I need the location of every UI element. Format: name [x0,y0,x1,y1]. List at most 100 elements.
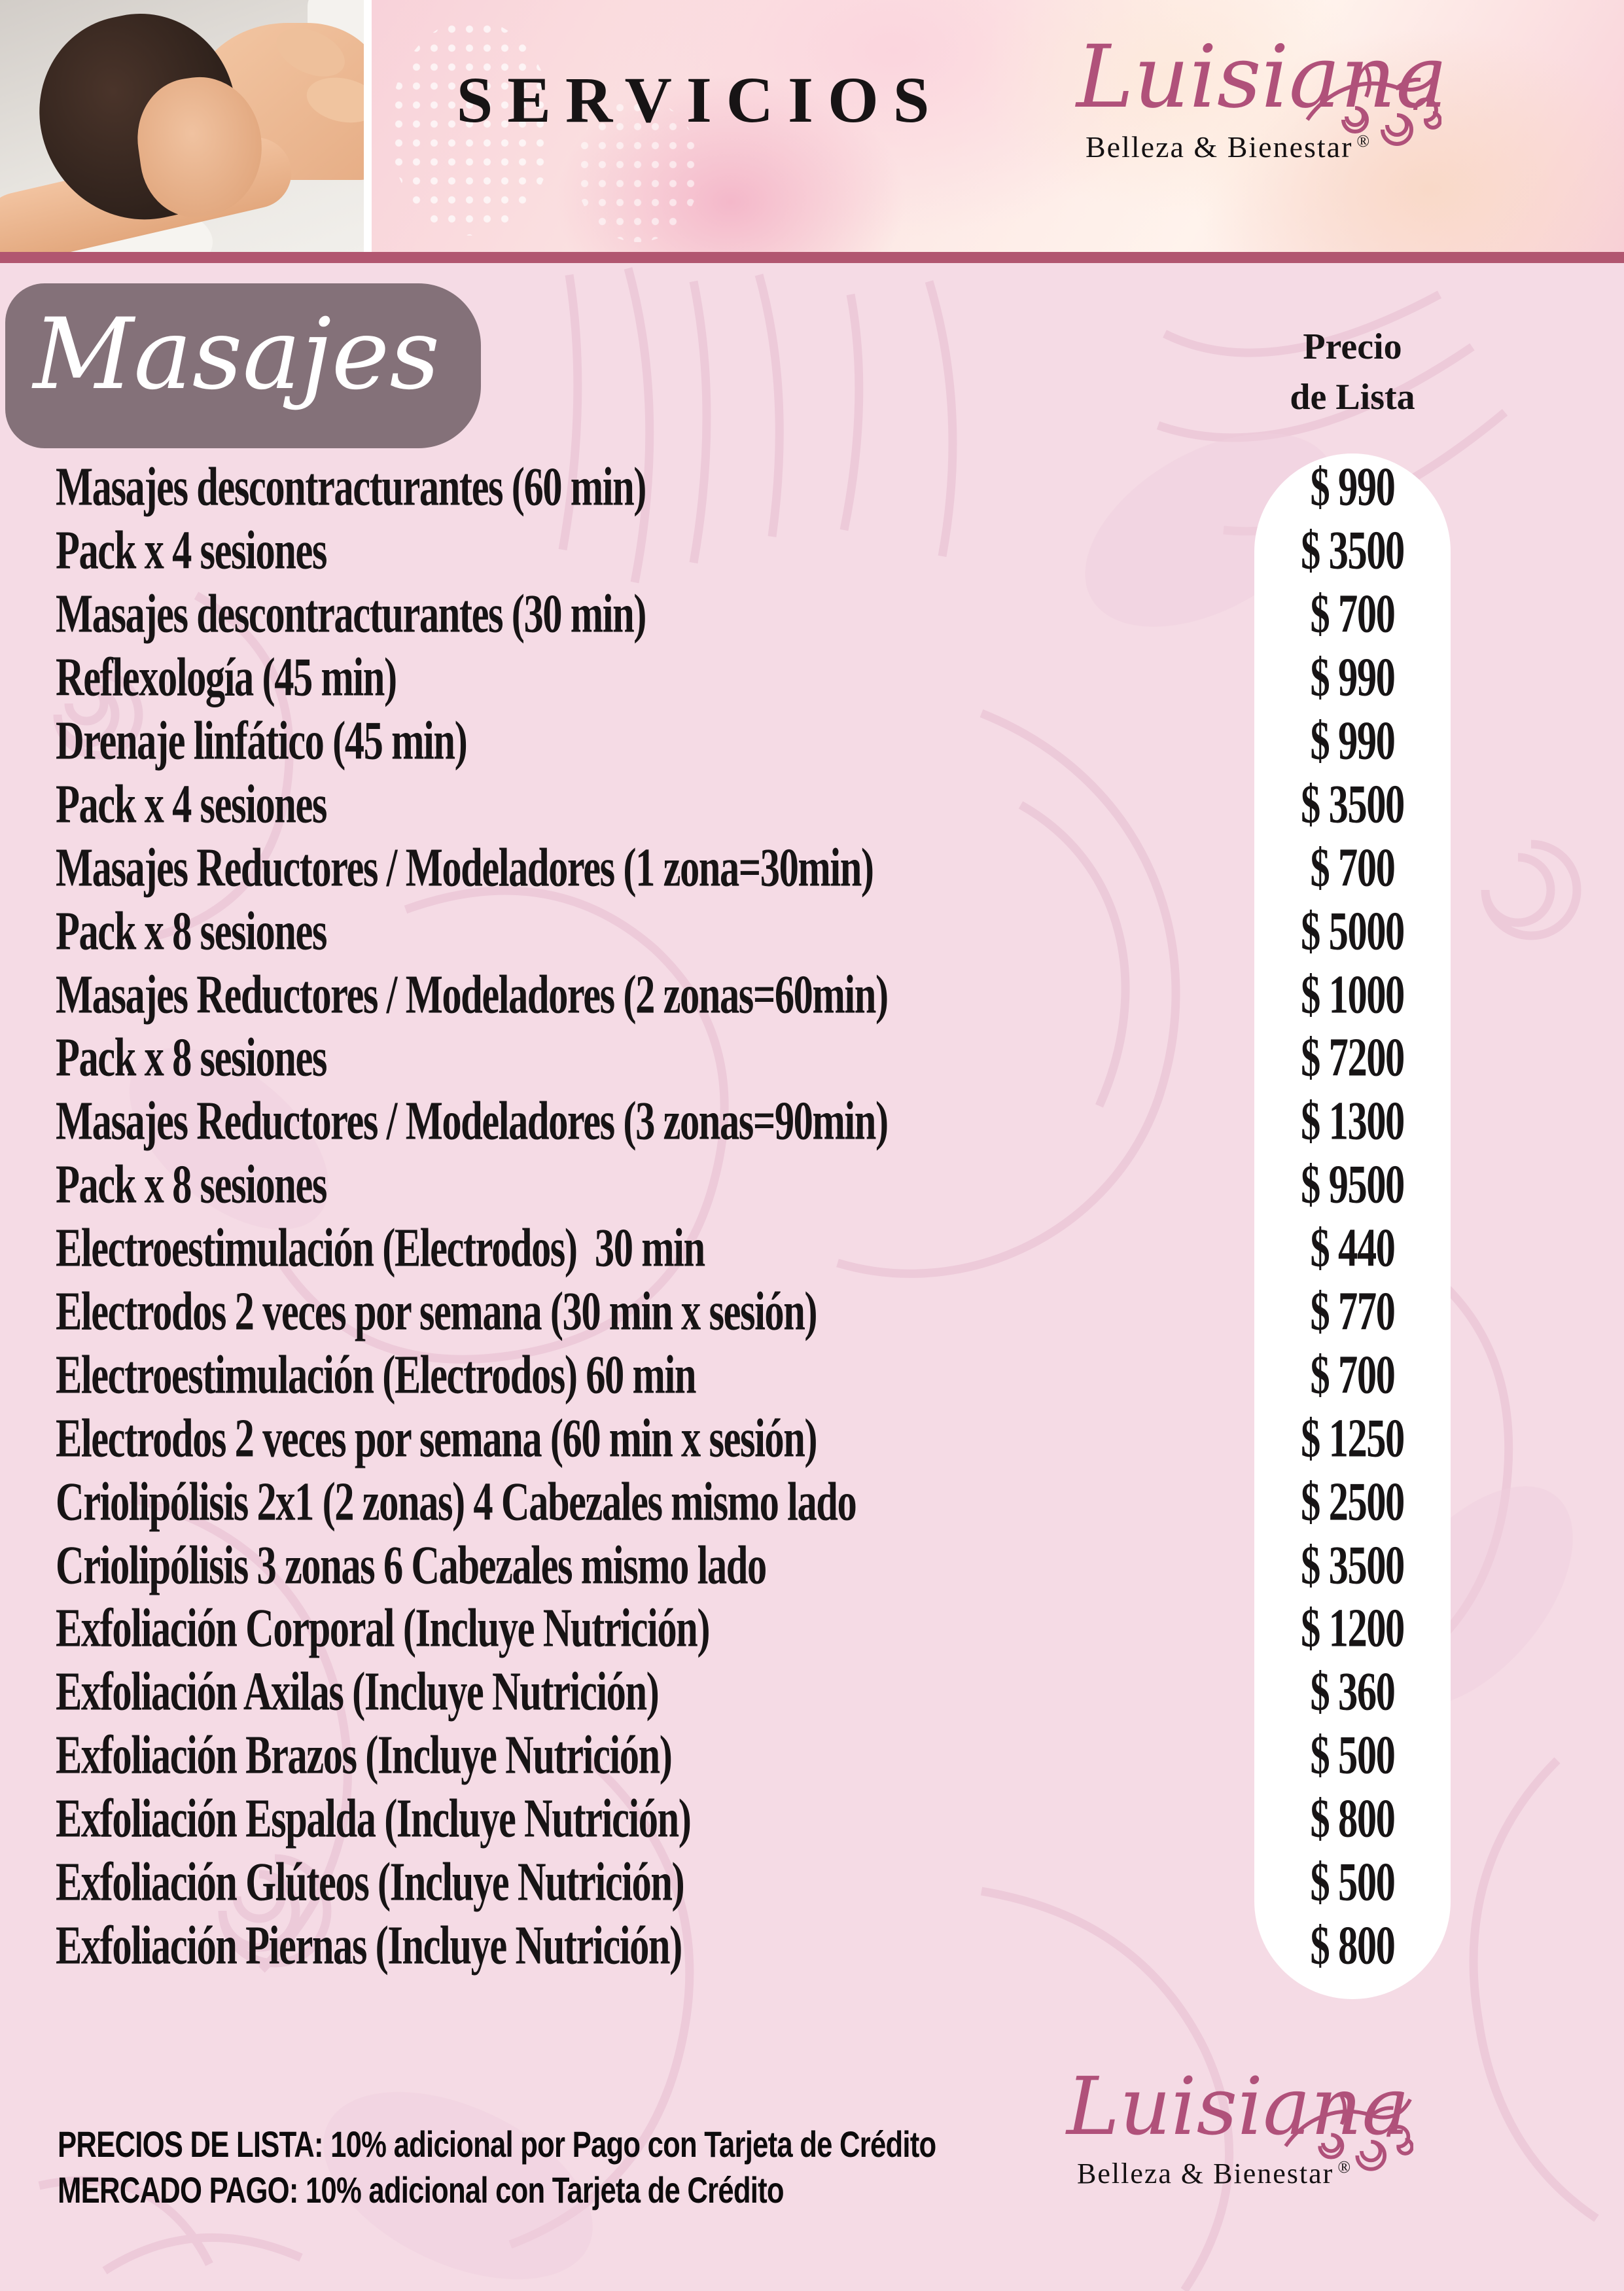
brand-name: Luisiana [1067,2060,1410,2153]
service-row: Exfoliación Piernas (Incluye Nutrición) $… [0,1916,1624,1980]
service-name: Pack x 8 sesiones [56,1154,327,1215]
service-row: Masajes Reductores / Modeladores (3 zona… [0,1092,1624,1156]
service-price: $ 700 [1310,1344,1396,1406]
service-row: Pack x 4 sesiones $ 3500 [0,775,1624,838]
service-name: Electroestimulación (Electrodos) 60 min [56,1344,696,1406]
service-name: Electrodos 2 veces por semana (60 min x … [56,1408,818,1469]
payment-note-2: MERCADO PAGO: 10% adicional con Tarjeta … [58,2169,785,2211]
service-name: Exfoliación Glúteos (Incluye Nutrición) [56,1851,685,1913]
service-row: Electrodos 2 veces por semana (60 min x … [0,1409,1624,1472]
service-name: Masajes descontracturantes (60 min) [56,457,646,518]
service-price: $ 770 [1310,1281,1396,1342]
service-price: $ 1250 [1301,1408,1405,1469]
service-row: Exfoliación Glúteos (Incluye Nutrición) $… [0,1853,1624,1917]
flourish-ornament-icon [1284,2095,1413,2171]
service-name: Exfoliación Piernas (Incluye Nutrición) [56,1915,682,1976]
service-row: Masajes descontracturantes (30 min) $ 700 [0,585,1624,648]
service-name: Exfoliación Corporal (Incluye Nutrición) [56,1598,711,1660]
service-price: $ 500 [1310,1724,1396,1786]
service-name: Drenaje linfático (45 min) [56,710,468,772]
service-price: $ 700 [1310,837,1396,898]
service-name: Criolipólisis 3 zonas 6 Cabezales mismo … [56,1535,767,1596]
service-row: Electrodos 2 veces por semana (30 min x … [0,1283,1624,1346]
service-name: Masajes Reductores / Modeladores (1 zona… [56,837,874,898]
service-price: $ 2500 [1301,1471,1405,1533]
payment-note-1: PRECIOS DE LISTA: 10% adicional por Pago… [58,2123,936,2165]
service-row: Criolipólisis 3 zonas 6 Cabezales mismo … [0,1536,1624,1599]
service-name: Pack x 8 sesiones [56,1027,327,1089]
price-column-background [1254,453,1451,1999]
divider-rule [0,252,1624,263]
service-price: $ 5000 [1301,900,1405,962]
service-price: $ 9500 [1301,1154,1405,1215]
section-title: Masajes [33,298,440,412]
registered-mark: ® [1337,2158,1352,2177]
service-price: $ 360 [1310,1661,1396,1722]
service-name: Exfoliación Espalda (Incluye Nutrición) [56,1788,692,1849]
brand-logo-footer: Luisiana Belleza & Bienestar ® [1067,2060,1413,2190]
service-price: $ 3500 [1301,1535,1405,1596]
service-row: Electroestimulación (Electrodos) 30 min $… [0,1219,1624,1283]
service-name: Pack x 4 sesiones [56,773,327,835]
service-name: Exfoliación Brazos (Incluye Nutrición) [56,1724,673,1786]
service-name: Electroestimulación (Electrodos) 30 min [56,1217,705,1279]
service-price: $ 440 [1310,1217,1396,1279]
service-row: Reflexología (45 min) $ 990 [0,648,1624,712]
service-row: Exfoliación Espalda (Incluye Nutrición) $… [0,1790,1624,1853]
brand-tagline-text: Belleza & Bienestar [1077,2158,1334,2190]
brand-tagline-text: Belleza & Bienestar [1086,130,1353,164]
service-name: Masajes Reductores / Modeladores (2 zona… [56,964,889,1025]
brand-name: Luisiana [1076,27,1448,128]
service-row: Masajes Reductores / Modeladores (1 zona… [0,838,1624,902]
brand-logo: Luisiana Belleza & Bienestar ® [1076,27,1448,164]
service-price: $ 990 [1310,647,1396,708]
registered-mark: ® [1356,131,1371,151]
service-name: Masajes descontracturantes (30 min) [56,583,646,645]
floral-pattern [38,267,1599,2291]
service-price: $ 990 [1310,457,1396,518]
service-price: $ 1000 [1301,964,1405,1025]
price-header-line2: de Lista [1290,377,1415,417]
service-price: $ 990 [1310,710,1396,772]
price-header-line1: Precio [1303,327,1402,367]
service-price: $ 700 [1310,583,1396,645]
section-banner: Masajes [5,283,481,448]
service-price: $ 3500 [1301,773,1405,835]
service-row: Masajes descontracturantes (60 min) $ 990 [0,458,1624,522]
page-title: SERVICIOS [456,63,944,136]
service-row: Pack x 8 sesiones $ 9500 [0,1156,1624,1219]
service-row: Criolipólisis 2x1 (2 zonas) 4 Cabezales … [0,1472,1624,1536]
watercolor-dots [390,20,554,236]
service-price: $ 800 [1310,1788,1396,1849]
service-row: Pack x 4 sesiones $ 3500 [0,522,1624,585]
service-name: Pack x 4 sesiones [56,520,327,581]
service-price: $ 1200 [1301,1598,1405,1660]
header: SERVICIOS Luisiana Belleza & Bienestar ® [0,0,1624,253]
service-row: Masajes Reductores / Modeladores (2 zona… [0,965,1624,1029]
payment-notes: PRECIOS DE LISTA: 10% adicional por Pago… [58,2122,1184,2213]
massage-photo [0,0,372,253]
service-row: Exfoliación Axilas (Incluye Nutrición) $ … [0,1663,1624,1726]
service-row: Exfoliación Corporal (Incluye Nutrición)… [0,1599,1624,1663]
service-row: Pack x 8 sesiones $ 5000 [0,902,1624,965]
brand-tagline: Belleza & Bienestar ® [1086,130,1417,164]
service-row: Exfoliación Brazos (Incluye Nutrición) $ … [0,1726,1624,1790]
service-name: Exfoliación Axilas (Incluye Nutrición) [56,1661,660,1722]
service-price: $ 3500 [1301,520,1405,581]
service-price: $ 1300 [1301,1090,1405,1152]
service-name: Criolipólisis 2x1 (2 zonas) 4 Cabezales … [56,1471,857,1533]
service-name: Reflexología (45 min) [56,647,397,708]
flourish-ornament-icon [1305,66,1441,146]
service-row: Pack x 8 sesiones $ 7200 [0,1029,1624,1092]
service-price: $ 800 [1310,1915,1396,1976]
services-table: Masajes descontracturantes (60 min) $ 990… [0,458,1624,1980]
service-name: Masajes Reductores / Modeladores (3 zona… [56,1090,889,1152]
service-row: Electroestimulación (Electrodos) 60 min $… [0,1345,1624,1409]
brand-tagline: Belleza & Bienestar ® [1077,2157,1407,2190]
service-price: $ 500 [1310,1851,1396,1913]
price-column-header: Precio de Lista [1254,322,1451,423]
service-name: Pack x 8 sesiones [56,900,327,962]
watercolor-dots [576,98,700,242]
service-row: Drenaje linfático (45 min) $ 990 [0,712,1624,775]
